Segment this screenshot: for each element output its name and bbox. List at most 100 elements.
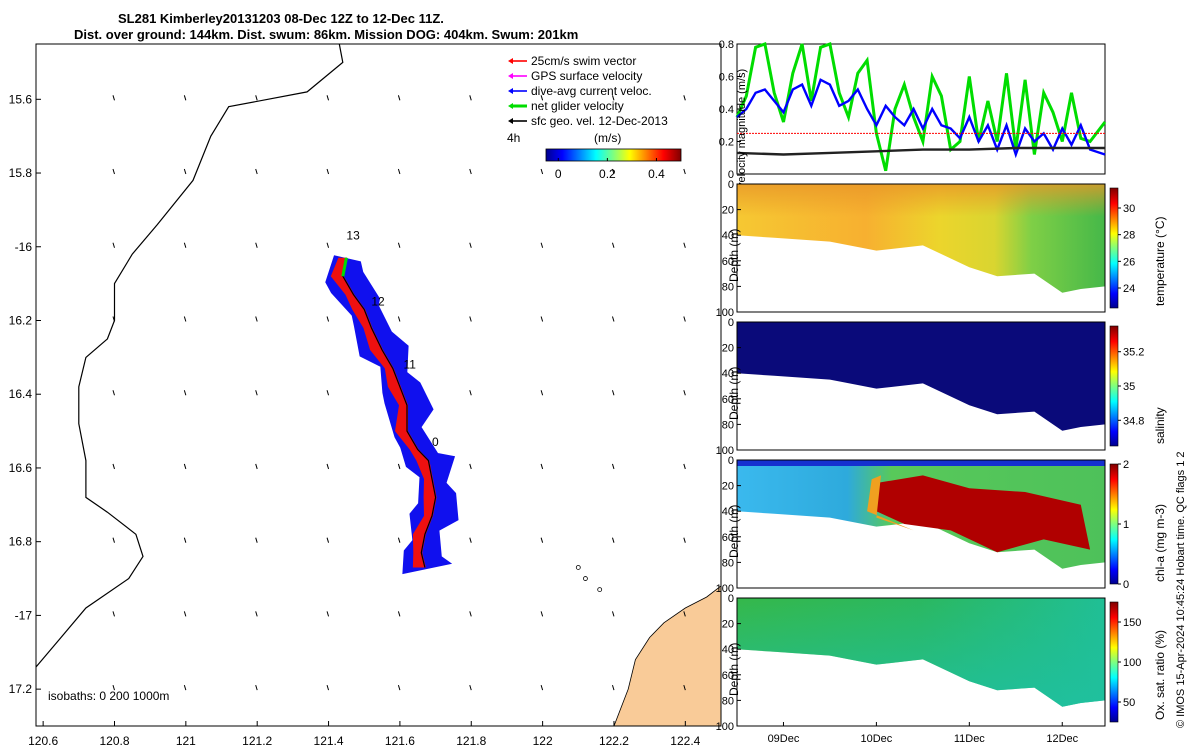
net-velocity-start xyxy=(341,257,348,277)
depth-tick-label: 40 xyxy=(722,644,734,656)
section-panel-salinity: 0 20 40 60 80 100 Depth (m) 34.8 35 35.2 salinity xyxy=(716,317,1167,457)
geo-vector xyxy=(112,537,115,543)
legend-arrowhead xyxy=(508,118,513,124)
geo-vector xyxy=(397,316,401,322)
depth-tick-label: 100 xyxy=(716,583,734,595)
geo-vector xyxy=(540,316,544,322)
legend-arrowhead xyxy=(508,88,513,94)
map-background xyxy=(36,44,721,726)
x-tick-label: 122.4 xyxy=(670,734,700,748)
geo-vector xyxy=(469,537,472,543)
x-tick-label: 122.2 xyxy=(599,734,629,748)
geo-vector xyxy=(469,463,472,470)
section-cbar-tick-label: 100 xyxy=(1123,657,1141,669)
geo-vector xyxy=(611,95,615,101)
section-cbar-tick-label: 26 xyxy=(1123,256,1135,268)
y-tick-label: 16.4 xyxy=(9,387,33,401)
depth-tick-label: 40 xyxy=(722,230,734,242)
geo-vector xyxy=(183,95,187,101)
depth-tick-label: 60 xyxy=(722,670,734,682)
geo-vector xyxy=(326,242,330,248)
geo-vector xyxy=(183,390,187,396)
chl-maximum xyxy=(876,475,1091,553)
section-colorbar xyxy=(1109,325,1119,447)
section-frame xyxy=(736,321,1106,451)
vel-y-tick-label: 0 xyxy=(728,169,734,181)
geo-vector xyxy=(112,95,115,101)
coastline xyxy=(35,43,344,668)
geo-vector xyxy=(183,168,187,175)
geo-vector xyxy=(611,316,615,322)
geo-vector xyxy=(255,316,258,322)
depth-tick-label: 80 xyxy=(722,281,734,293)
section-panel-temperature: 0 20 40 60 80 100 Depth (m) 24 26 28 30 temperature… xyxy=(716,179,1167,319)
depth-tick-label: 80 xyxy=(722,419,734,431)
section-colorbar xyxy=(1109,463,1119,585)
geo-vector xyxy=(183,242,187,248)
section-data-fill xyxy=(737,322,1105,431)
geo-vector xyxy=(540,242,544,248)
speed-colorbar: (m/s) 4h 0 0.2 0.4 xyxy=(507,131,682,181)
time-tick-label: 10Dec xyxy=(860,733,892,745)
geo-vector xyxy=(469,390,472,396)
legend-label: sfc geo. vel. 12-Dec-2013 xyxy=(531,114,668,128)
geo-vector xyxy=(397,611,401,617)
y-tick-label: 15.6 xyxy=(9,92,33,106)
geo-vector xyxy=(683,611,686,617)
legend-label: 25cm/s swim vector xyxy=(531,54,636,68)
geo-vector xyxy=(112,611,115,617)
section-cbar-tick-label: 50 xyxy=(1123,697,1135,709)
depth-tick-label: 20 xyxy=(722,343,734,355)
geo-vector xyxy=(326,463,330,470)
geo-vector xyxy=(255,537,258,543)
depth-tick-label: 60 xyxy=(722,394,734,406)
geo-vector xyxy=(326,684,330,691)
velocity-frame xyxy=(736,43,1106,175)
chart-title: SL281 Kimberley20131203 08-Dec 12Z to 12… xyxy=(118,11,444,26)
geo-vector xyxy=(397,537,401,543)
geo-vector xyxy=(611,537,615,543)
velocity-series-0 xyxy=(735,42,1107,172)
y-tick-label: -16 xyxy=(15,240,33,254)
x-tick-label: 120.8 xyxy=(99,734,129,748)
vel-y-tick-label: 0.4 xyxy=(719,104,734,116)
chl-surface xyxy=(737,460,1105,466)
depth-axis-label: Depth (m) xyxy=(727,229,741,282)
depth-tick-label: 100 xyxy=(716,721,734,733)
copyright-note: © IMOS 15-Apr-2024 10:45:24 Hobart time.… xyxy=(1175,451,1187,728)
colorbar-tick-label: 0.2 xyxy=(599,167,616,181)
isobaths-label: isobaths: 0 200 1000m xyxy=(48,689,169,703)
section-frame xyxy=(736,459,1106,589)
section-frame xyxy=(736,597,1106,727)
legend-arrowhead xyxy=(508,73,513,79)
geo-vector xyxy=(397,242,401,248)
geo-vector xyxy=(540,390,544,396)
x-tick-label: 120.6 xyxy=(28,734,58,748)
day-label: 12 xyxy=(371,295,385,309)
depth-tick-label: 100 xyxy=(716,445,734,457)
depth-tick-label: 0 xyxy=(728,179,734,191)
day-label: 13 xyxy=(346,228,360,242)
x-tick-label: 122 xyxy=(533,734,553,748)
chl-edge xyxy=(867,475,914,531)
geo-vector xyxy=(611,611,615,617)
depth-tick-label: 100 xyxy=(716,307,734,319)
geo-vector xyxy=(611,168,615,175)
depth-tick-label: 40 xyxy=(722,506,734,518)
velocity-series-3 xyxy=(736,146,1105,156)
geo-vector xyxy=(112,390,115,396)
section-cbar-label: Ox. sat. ratio (%) xyxy=(1153,630,1167,720)
geo-vector xyxy=(611,684,615,691)
section-cbar-tick-label: 0 xyxy=(1123,579,1129,591)
geo-vector xyxy=(397,463,401,470)
geo-vector xyxy=(540,168,544,175)
section-cbar-label: salinity xyxy=(1153,407,1167,444)
time-tick-label: 11Dec xyxy=(954,733,985,745)
section-panel-chl-a: 0 20 40 60 80 100 Depth (m) 0 1 2 chl-a (mg m-3) xyxy=(716,455,1167,595)
island-0 xyxy=(575,565,581,570)
speed-colorbar-label: (m/s) xyxy=(594,131,621,145)
geo-vector xyxy=(255,611,258,617)
geo-vector xyxy=(469,168,472,175)
section-cbar-tick-label: 2 xyxy=(1123,459,1129,471)
section-cbar-tick-label: 24 xyxy=(1123,283,1135,295)
